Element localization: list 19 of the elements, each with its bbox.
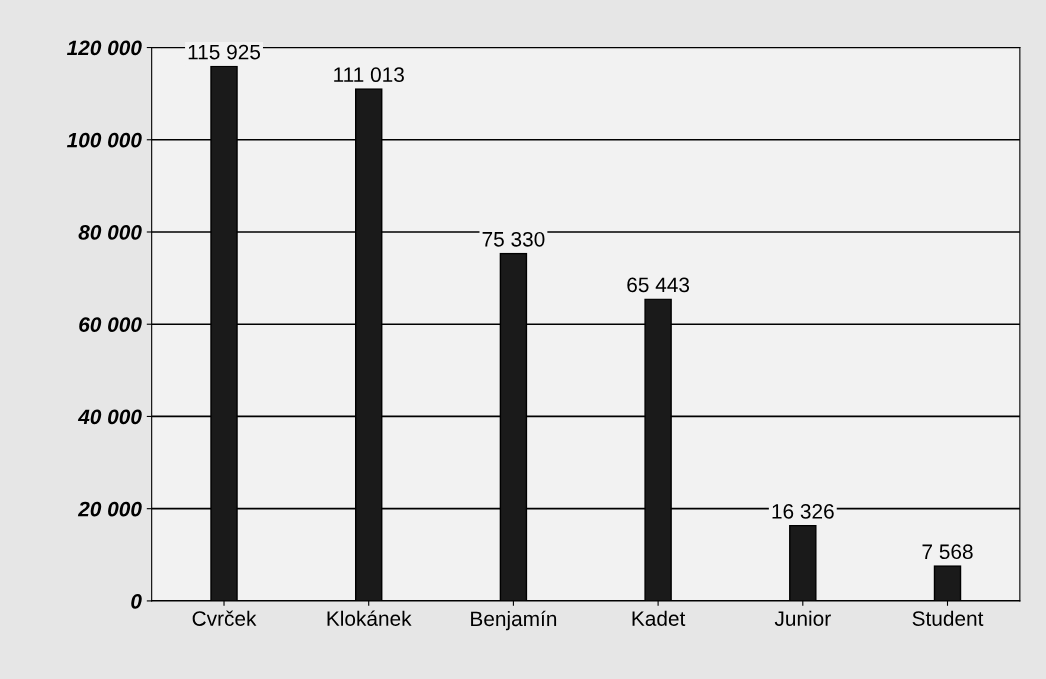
- data-label: 65 443: [627, 277, 690, 293]
- data-label: 7 568: [922, 544, 973, 560]
- x-tick-label: Junior: [774, 610, 831, 626]
- x-tick-label: Kadet: [632, 610, 686, 626]
- x-tick-label: Klokánek: [327, 610, 412, 626]
- x-tick-label: Benjamín: [471, 610, 557, 631]
- data-label: 16 326: [772, 503, 834, 519]
- y-tick-label: 0: [131, 593, 142, 609]
- y-tick-label: 20 000: [77, 501, 142, 517]
- y-tick-label: 60 000: [79, 317, 142, 332]
- x-tick-label: Student: [912, 610, 984, 626]
- x-tick-label: Cvrček: [192, 610, 257, 626]
- y-tick-label: 40 000: [77, 409, 142, 425]
- y-tick-label: 80 000: [78, 224, 142, 240]
- y-tick-label: 100 000: [66, 132, 142, 148]
- data-label: 111 013: [334, 67, 404, 83]
- data-label: 75 330: [482, 231, 545, 247]
- y-tick-label: 120 000: [66, 40, 142, 56]
- data-label: 115 925: [188, 44, 261, 60]
